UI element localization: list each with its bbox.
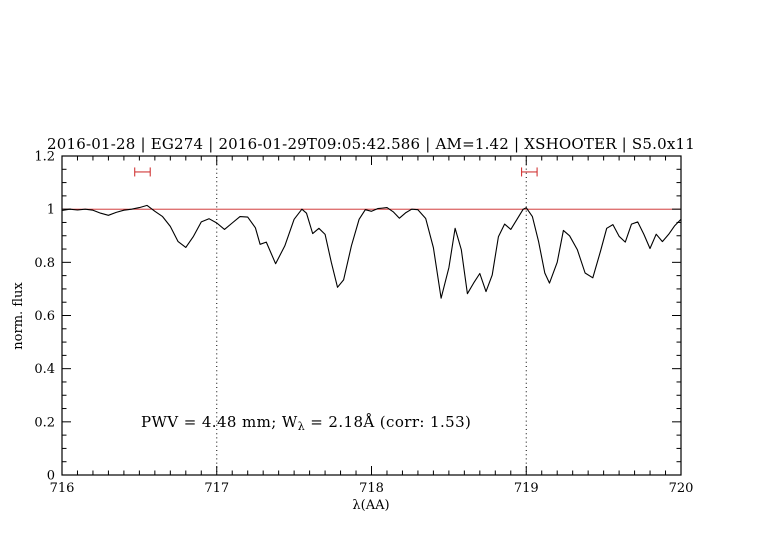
y-tick-label: 1.2	[34, 150, 55, 165]
y-axis-label: norm. flux	[11, 282, 26, 350]
y-tick-label: 0.4	[34, 362, 55, 377]
pwv-annotation-prefix: PWV = 4.48 mm; W	[141, 413, 298, 431]
y-tick-label: 0	[47, 469, 55, 484]
plot-content: 716 717 718 719 720 0 0.2 0.4 0.6 0.8 1 1.2	[34, 150, 693, 497]
plot-title: 2016-01-28 | EG274 | 2016-01-29T09:05:42…	[47, 135, 695, 153]
x-tick-label: 718	[359, 481, 384, 496]
x-tick-label: 719	[514, 481, 539, 496]
pwv-annotation: PWV = 4.48 mm; Wλ = 2.18Å (corr: 1.53)	[141, 413, 471, 433]
x-tick-label: 716	[50, 481, 75, 496]
pwv-annotation-suffix: = 2.18Å (corr: 1.53)	[305, 413, 471, 431]
y-tick-label: 0.6	[34, 309, 55, 324]
y-tick-label: 0.2	[34, 415, 55, 430]
y-tick-label: 0.8	[34, 256, 55, 271]
x-tick-label: 720	[669, 481, 694, 496]
x-axis-label: λ(AA)	[352, 498, 389, 513]
pwv-annotation-sub: λ	[298, 420, 305, 433]
x-tick-label: 717	[204, 481, 229, 496]
spectrum-line	[61, 204, 682, 299]
y-tick-label: 1	[47, 203, 55, 218]
